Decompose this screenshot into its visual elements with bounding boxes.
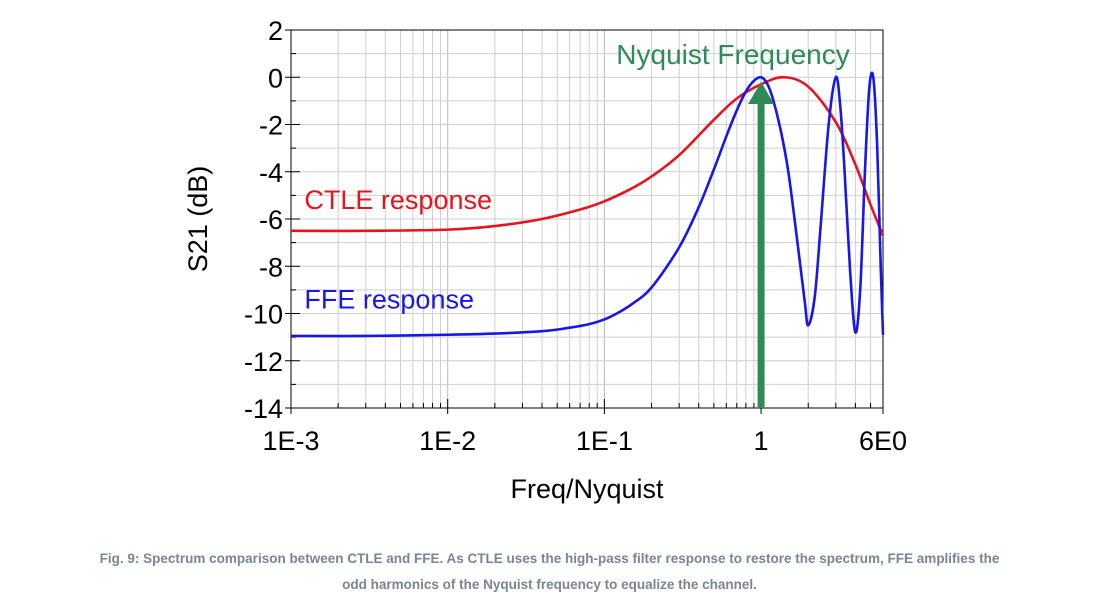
- x-tick-label: 1E-1: [576, 426, 633, 456]
- figure-caption: Fig. 9: Spectrum comparison between CTLE…: [0, 546, 1099, 598]
- y-tick-label: -4: [259, 158, 283, 188]
- y-tick-label: 0: [268, 63, 283, 93]
- x-tick-label: 1: [754, 426, 769, 456]
- x-tick-label: 1E-3: [262, 426, 319, 456]
- caption-line-2: odd harmonics of the Nyquist frequency t…: [342, 577, 757, 592]
- annotations: Nyquist Frequency CTLE response FFE respon…: [304, 39, 850, 408]
- y-tick-label: -12: [244, 347, 283, 377]
- nyquist-frequency-label: Nyquist Frequency: [616, 39, 849, 70]
- caption-line-1: Fig. 9: Spectrum comparison between CTLE…: [99, 551, 1000, 566]
- y-axis-label: S21 (dB): [183, 166, 213, 273]
- ffe-response-label: FFE response: [304, 284, 474, 314]
- y-tick-label: 2: [268, 16, 283, 46]
- x-tick-label: 6E0: [859, 426, 907, 456]
- ctle-response-label: CTLE response: [304, 185, 492, 215]
- x-axis-label: Freq/Nyquist: [510, 474, 664, 504]
- series: [290, 71, 885, 338]
- nyquist-arrow-head: [748, 81, 775, 104]
- ffe-response-line: [290, 71, 885, 338]
- y-tick-label: -14: [244, 394, 283, 424]
- y-tick-label: -8: [259, 252, 283, 282]
- y-tick-label: -10: [244, 300, 283, 330]
- y-tick-label: -6: [259, 205, 283, 235]
- ctle-response-line: [290, 75, 885, 237]
- x-tick-label: 1E-2: [419, 426, 476, 456]
- y-tick-label: -2: [259, 111, 283, 141]
